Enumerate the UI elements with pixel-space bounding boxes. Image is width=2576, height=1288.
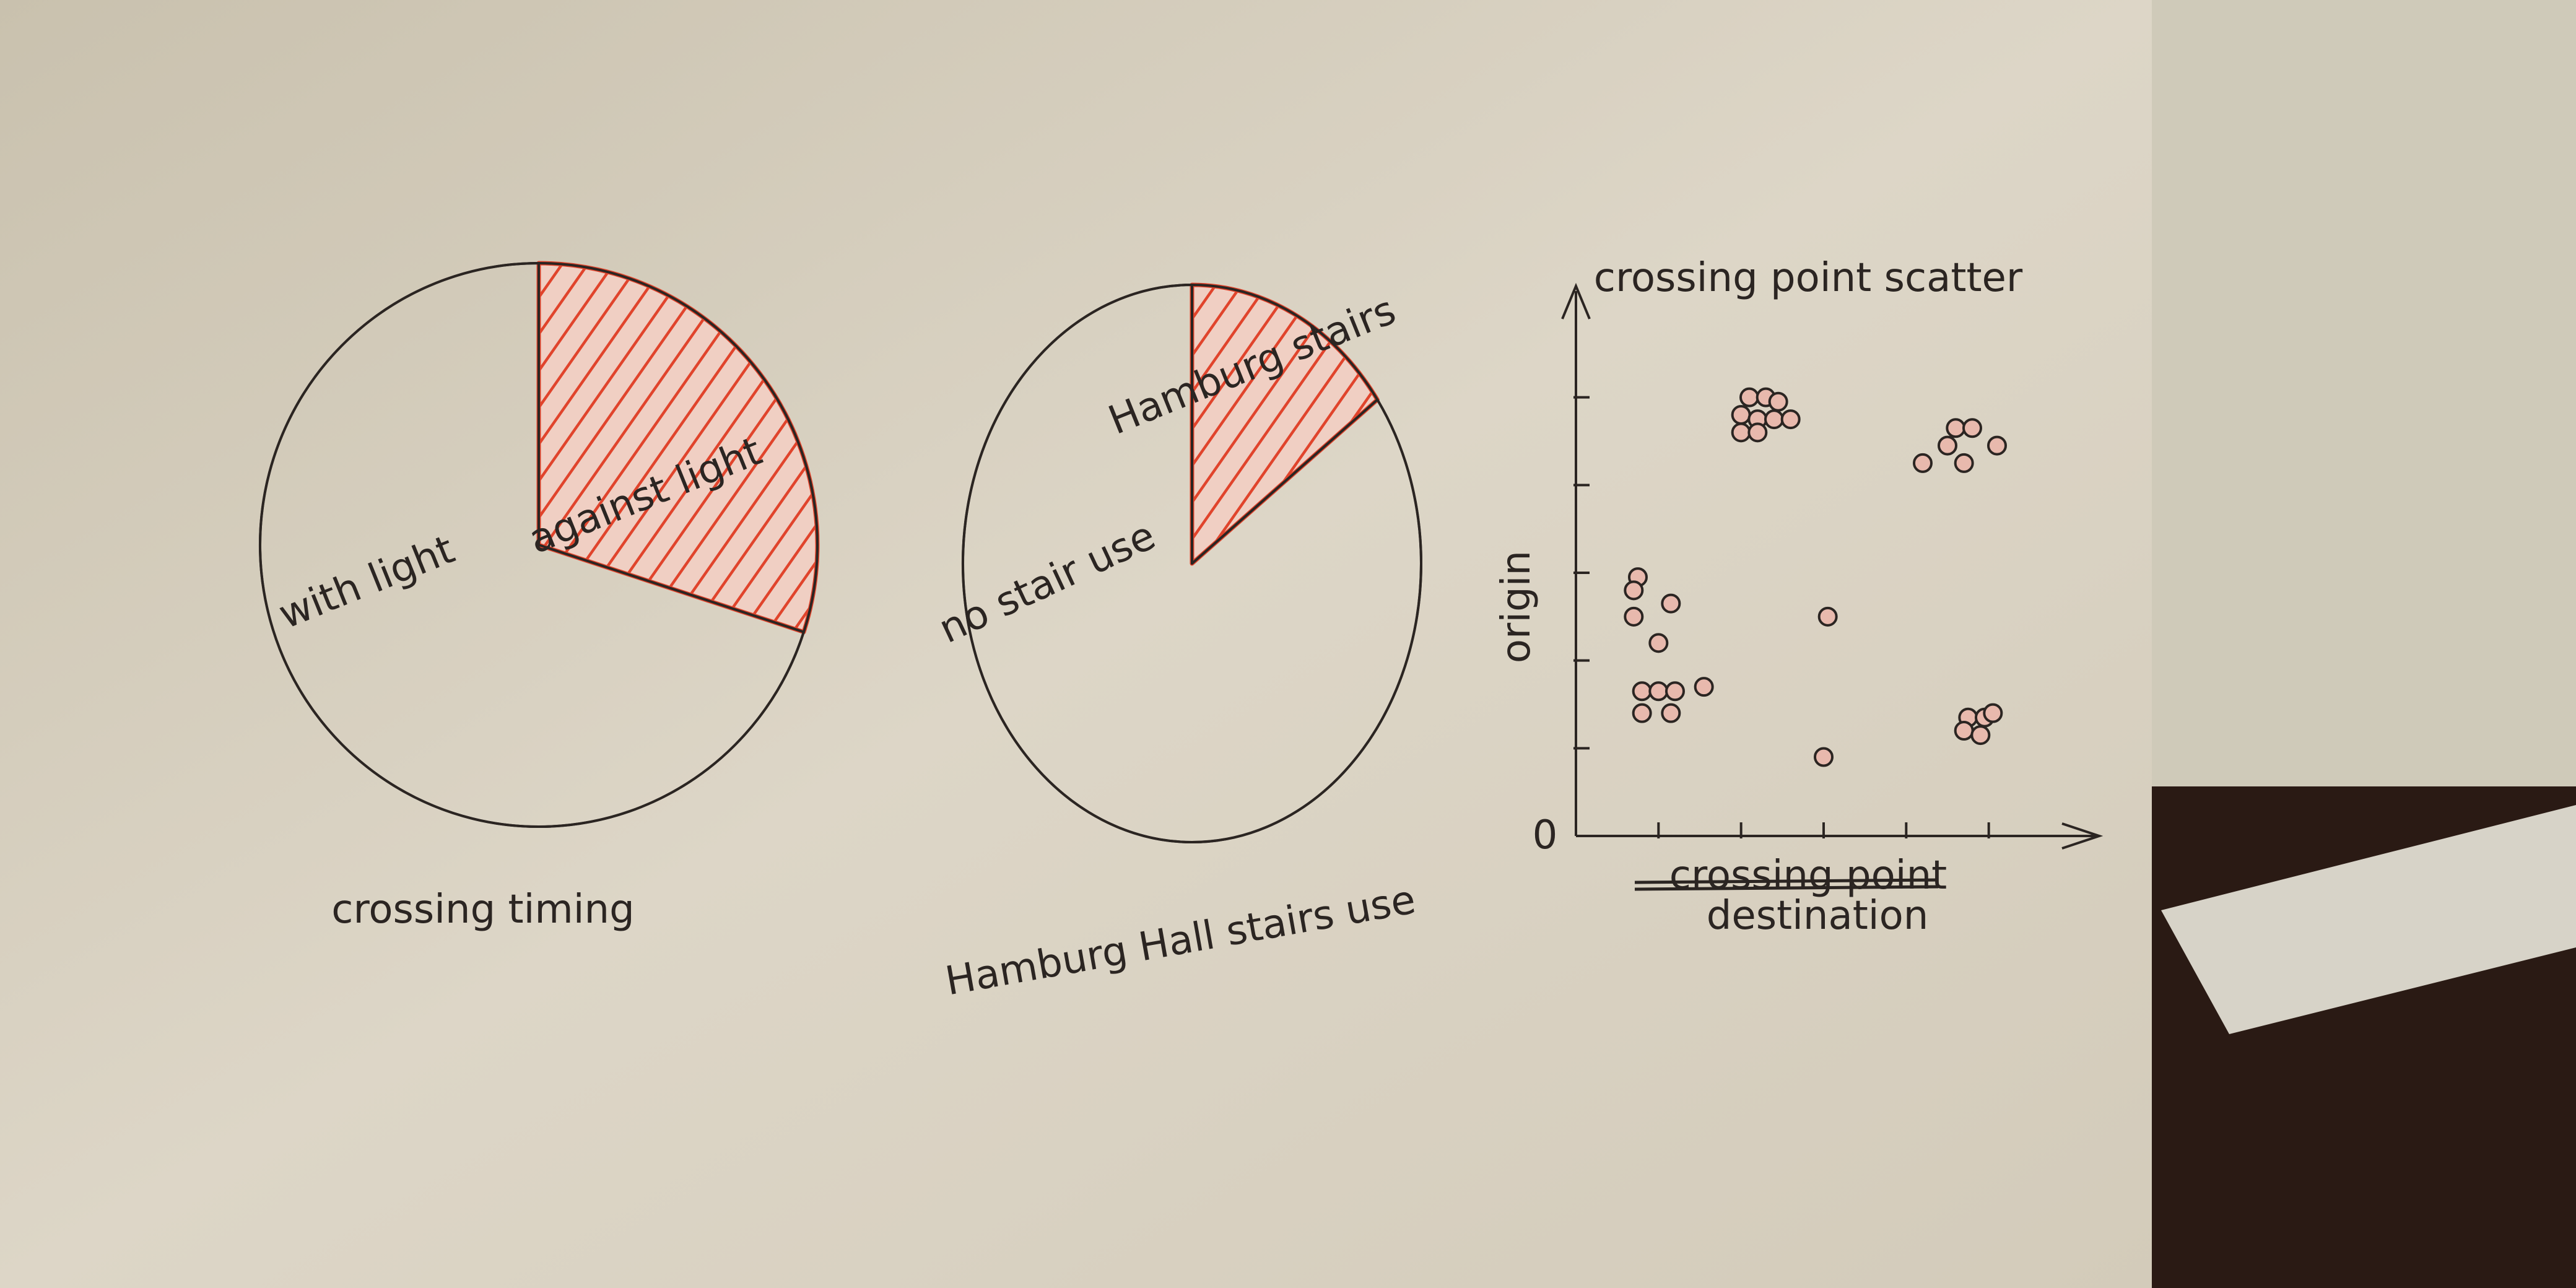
scatter-title: crossing point scatter [1594, 255, 2023, 301]
strikethrough-line [1634, 878, 1939, 884]
pie2-outline [962, 284, 1422, 843]
scatter-point-27 [1817, 606, 1838, 627]
scatter-point-15 [1954, 453, 1974, 473]
scatter-point-24 [1665, 681, 1685, 702]
scatter-point-19 [1624, 606, 1644, 627]
scatter-point-32 [1954, 721, 1974, 741]
strikethrough-line-2 [1634, 885, 1939, 891]
scatter-point-10 [1946, 418, 1966, 438]
scatter-x-axis-label-struck: crossing point [1634, 853, 1947, 899]
scatter-point-7 [1780, 409, 1801, 430]
y-axis-arrow-icon [1561, 282, 1591, 320]
scatter-point-21 [1694, 677, 1714, 697]
scatter-point-3 [1768, 391, 1788, 412]
scatter-point-13 [1987, 435, 2007, 456]
scatter-point-25 [1632, 703, 1652, 723]
x-axis-arrow-icon [2061, 822, 2104, 850]
pie1-outline [259, 262, 819, 828]
scatter-point-26 [1661, 703, 1681, 723]
scatter-point-6 [1764, 409, 1784, 430]
pie1-slices [259, 261, 820, 828]
scatter-point-23 [1648, 681, 1669, 702]
scatter-point-20 [1648, 633, 1669, 653]
scatter-point-33 [1970, 725, 1991, 746]
pie1-title: crossing timing [331, 887, 634, 933]
scatter-point-9 [1747, 422, 1768, 443]
scatter-crossing-point: crossing point scatter 0 origin crossing… [1494, 255, 2104, 939]
scatter-origin-label: 0 [1533, 812, 1558, 858]
folded-paper-corner [2161, 805, 2576, 1034]
scatter-point-11 [1962, 418, 1982, 438]
scatter-point-18 [1661, 593, 1681, 614]
scatter-y-axis-label: origin [1494, 550, 1539, 663]
scatter-point-28 [1814, 747, 1834, 767]
scatter-x-axis-label: destination [1707, 893, 1929, 939]
pie2-slices [962, 282, 1423, 843]
scatter-point-8 [1731, 422, 1751, 443]
back-paper [2130, 0, 2576, 786]
scatter-point-4 [1731, 405, 1751, 425]
scatter-points [1624, 387, 2007, 767]
paper-sheet [0, 0, 2152, 1288]
scatter-x-label-crossed-out: crossing point [1669, 853, 1947, 899]
scatter-point-12 [1938, 435, 1957, 456]
scatter-point-17 [1624, 580, 1644, 601]
scatter-point-22 [1632, 681, 1652, 702]
scatter-point-1 [1739, 387, 1759, 407]
scatter-point-31 [1983, 703, 2003, 723]
scatter-axes [1561, 282, 2104, 850]
scatter-point-14 [1913, 453, 1933, 473]
